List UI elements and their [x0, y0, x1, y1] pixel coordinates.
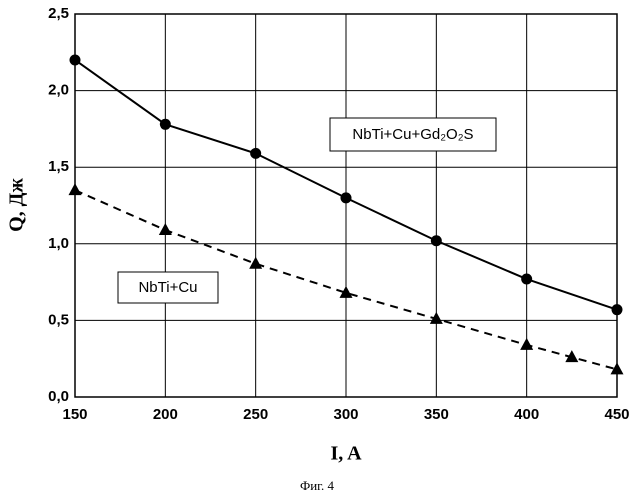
- y-tick-label: 2,5: [48, 5, 69, 22]
- marker: [520, 338, 533, 350]
- y-axis-title: Q, Дж: [6, 178, 28, 232]
- y-tick-label: 0,5: [48, 311, 69, 328]
- chart: I, A Q, Дж Фиг. 4 NbTi+Cu+Gd₂O₂S NbTi+Cu…: [0, 0, 634, 500]
- x-tick-label: 200: [153, 406, 178, 423]
- x-tick-label: 250: [243, 406, 268, 423]
- x-tick-label: 150: [62, 406, 87, 423]
- y-tick-label: 2,0: [48, 82, 69, 99]
- marker: [612, 304, 623, 315]
- y-tick-label: 1,5: [48, 158, 69, 175]
- marker: [431, 235, 442, 246]
- marker: [159, 223, 172, 235]
- x-tick-label: 300: [333, 406, 358, 423]
- x-tick-label: 350: [424, 406, 449, 423]
- marker: [69, 183, 82, 195]
- marker: [341, 192, 352, 203]
- y-tick-label: 0,0: [48, 388, 69, 405]
- marker: [521, 274, 532, 285]
- series-label: NbTi+Cu+Gd₂O₂S: [352, 126, 473, 143]
- y-tick-label: 1,0: [48, 235, 69, 252]
- marker: [70, 54, 81, 65]
- page: I, A Q, Дж Фиг. 4 NbTi+Cu+Gd₂O₂S NbTi+Cu…: [0, 0, 634, 500]
- caption: Фиг. 4: [300, 478, 335, 493]
- x-axis-title: I, A: [330, 443, 362, 465]
- series-label: NbTi+Cu: [138, 279, 197, 296]
- x-tick-label: 400: [514, 406, 539, 423]
- x-tick-label: 450: [604, 406, 629, 423]
- marker: [160, 119, 171, 130]
- marker: [250, 148, 261, 159]
- marker: [249, 257, 262, 269]
